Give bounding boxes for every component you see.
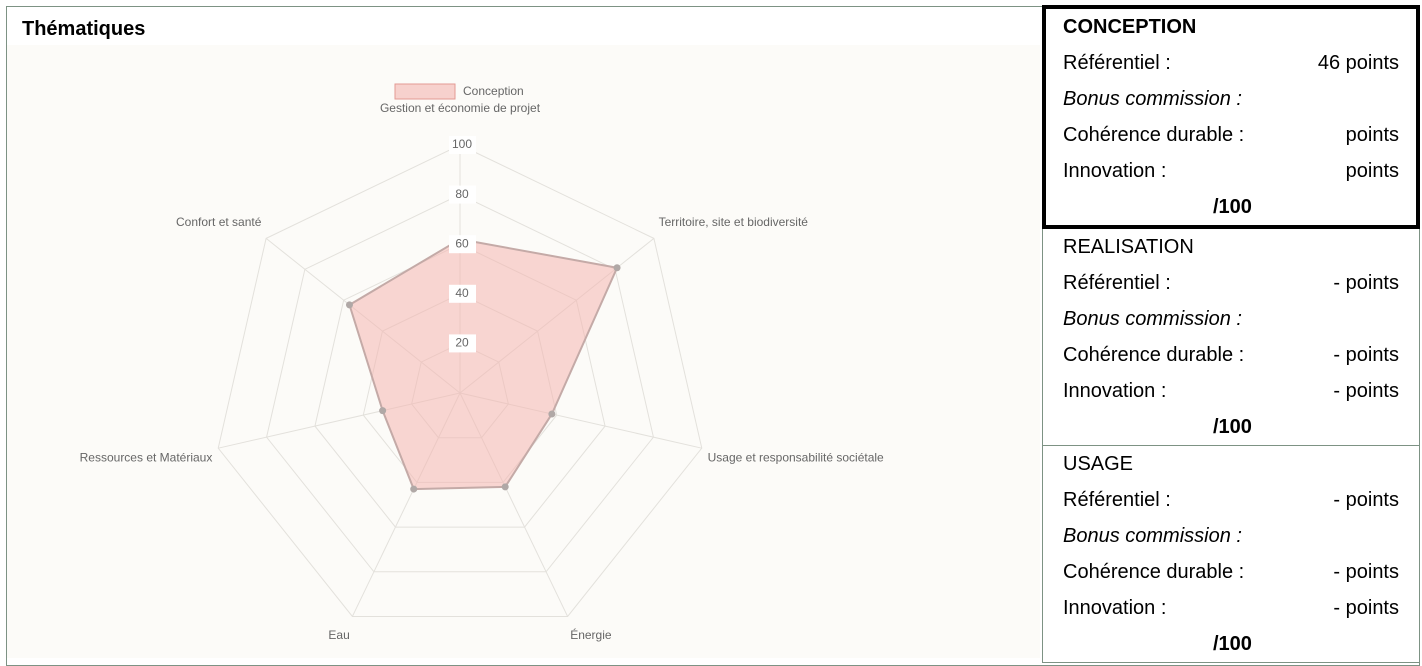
- tick-label-bg: [449, 136, 476, 154]
- axis-label: Territoire, site et biodiversité: [659, 215, 809, 229]
- total: /100: [1213, 416, 1252, 438]
- total: /100: [1213, 633, 1252, 655]
- tick-label: 20: [455, 336, 469, 350]
- tick-label-bg: [449, 334, 476, 353]
- value: - points: [1333, 380, 1399, 402]
- heading: Thématiques: [22, 18, 146, 40]
- label: Innovation :: [1063, 597, 1167, 619]
- tick-label: 100: [452, 137, 472, 151]
- axis-label: Eau: [328, 628, 349, 642]
- label: Référentiel :: [1063, 52, 1171, 74]
- row: Cohérence durable : - points: [1063, 554, 1399, 590]
- value: - points: [1333, 344, 1399, 366]
- bonus-label: Bonus commission :: [1063, 308, 1242, 330]
- legend-swatch: [394, 83, 456, 100]
- total: /100: [1213, 196, 1252, 218]
- section: CONCEPTION Référentiel : 46 points Bonus co…: [1042, 5, 1420, 229]
- grid-ring: [217, 144, 703, 617]
- tick-label: 60: [455, 236, 469, 250]
- value: - points: [1333, 561, 1399, 583]
- tick-label: 40: [455, 286, 469, 300]
- section-title: USAGE: [1063, 453, 1134, 475]
- value: points: [1345, 124, 1399, 146]
- value: points: [1345, 160, 1399, 182]
- tick-label-bg: [449, 185, 476, 204]
- row: Innovation : - points: [1063, 590, 1399, 626]
- section-title: CONCEPTION: [1063, 16, 1197, 38]
- row: Innovation : points: [1063, 153, 1399, 189]
- section-title: REALISATION: [1063, 236, 1194, 258]
- row: Cohérence durable : - points: [1063, 337, 1399, 373]
- radar-point: [613, 264, 621, 272]
- radar-point: [548, 410, 556, 418]
- label: Cohérence durable :: [1063, 124, 1245, 146]
- radar-point: [345, 301, 353, 309]
- grid-ring: [266, 194, 654, 573]
- radar-point: [410, 485, 418, 493]
- tick-label: 80: [455, 187, 469, 201]
- radar-area: [348, 238, 619, 491]
- label: Innovation :: [1063, 380, 1167, 402]
- row: Référentiel : - points: [1063, 265, 1399, 301]
- row: Référentiel : 46 points: [1063, 45, 1399, 81]
- axis-label: Usage et responsabilité sociétale: [708, 451, 884, 465]
- legend-label: Conception: [463, 84, 524, 98]
- value: - points: [1333, 597, 1399, 619]
- value: 46 points: [1317, 52, 1399, 74]
- chart: Conception 20 40 60 80 100 Gestion et économie…: [79, 83, 885, 643]
- tick-label-bg: [449, 235, 476, 254]
- section: USAGE Référentiel : - points Bonus commissi…: [1042, 446, 1420, 663]
- axis-label: Énergie: [570, 627, 612, 642]
- axis-label: Gestion et économie de projet: [380, 101, 541, 115]
- tick-label-bg: [449, 284, 476, 303]
- label: Innovation :: [1063, 160, 1167, 182]
- label: Référentiel :: [1063, 489, 1171, 511]
- label: Référentiel :: [1063, 272, 1171, 294]
- bonus-label: Bonus commission :: [1063, 88, 1242, 110]
- axis-label: Confort et santé: [176, 215, 262, 229]
- radar-point: [379, 407, 387, 415]
- value: - points: [1333, 272, 1399, 294]
- label: Cohérence durable :: [1063, 561, 1245, 583]
- bonus-label: Bonus commission :: [1063, 525, 1242, 547]
- row: Innovation : - points: [1063, 373, 1399, 409]
- panel: CONCEPTION Référentiel : 46 points Bonus co…: [1042, 5, 1420, 663]
- row: Référentiel : - points: [1063, 482, 1399, 518]
- section: REALISATION Référentiel : - points Bonus co…: [1042, 229, 1420, 446]
- radar-point: [501, 483, 509, 491]
- row: Cohérence durable : points: [1063, 117, 1399, 153]
- value: - points: [1333, 489, 1399, 511]
- label: Cohérence durable :: [1063, 344, 1245, 366]
- axis-label: Ressources et Matériaux: [80, 451, 213, 465]
